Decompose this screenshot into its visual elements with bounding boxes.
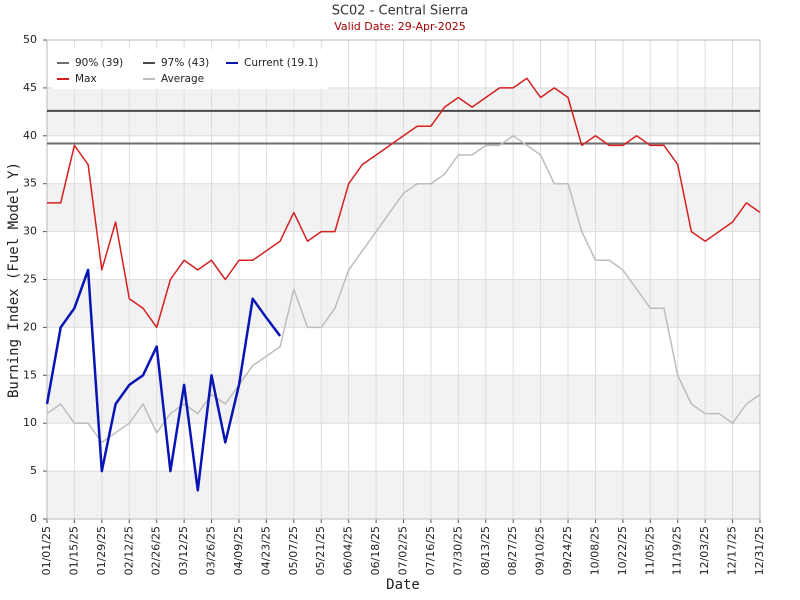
series-line — [45, 268, 282, 492]
x-tick-label: 12/03/25 — [698, 526, 711, 575]
x-tick-label: 07/30/25 — [451, 526, 464, 575]
y-tick-label: 0 — [30, 512, 37, 525]
x-tick-label: 06/18/25 — [369, 526, 382, 575]
series-line — [47, 77, 761, 329]
y-tick-label: 15 — [23, 368, 37, 381]
y-tick-label: 30 — [23, 225, 37, 238]
x-tick-label: 03/12/25 — [177, 526, 190, 575]
x-tick-label: 04/09/25 — [232, 526, 245, 575]
x-tick-label: 11/05/25 — [643, 526, 656, 575]
x-tick-label: 01/01/25 — [40, 526, 53, 575]
x-tick-label: 04/23/25 — [259, 526, 272, 575]
x-tick-label: 01/29/25 — [95, 526, 108, 575]
x-tick-label: 12/17/25 — [726, 526, 739, 575]
legend-label: 97% (43) — [161, 57, 209, 69]
x-tick-label: 07/16/25 — [424, 526, 437, 575]
x-tick-label: 10/08/25 — [588, 526, 601, 575]
y-tick-label: 20 — [23, 320, 37, 333]
x-tick-label: 12/31/25 — [753, 526, 766, 575]
y-tick-label: 35 — [23, 177, 37, 190]
legend-label: Max — [75, 73, 97, 85]
x-tick-label: 05/21/25 — [314, 526, 327, 575]
x-tick-label: 07/02/25 — [397, 526, 410, 575]
x-tick-label: 08/13/25 — [479, 526, 492, 575]
y-tick-label: 40 — [23, 129, 37, 142]
x-axis-label: Date — [386, 577, 420, 593]
x-tick-label: 11/19/25 — [671, 526, 684, 575]
legend-label: 90% (39) — [75, 57, 123, 69]
y-tick-label: 45 — [23, 81, 37, 94]
x-tick-label: 03/26/25 — [205, 526, 218, 575]
legend-label: Current (19.1) — [244, 57, 318, 69]
x-tick-label: 08/27/25 — [506, 526, 519, 575]
y-tick-label: 50 — [23, 33, 37, 46]
x-tick-label: 01/15/25 — [67, 526, 80, 575]
y-tick-label: 10 — [23, 416, 37, 429]
x-tick-label: 02/12/25 — [122, 526, 135, 575]
chart-title: SC02 - Central Sierra — [332, 4, 469, 19]
y-tick-label: 25 — [23, 273, 37, 286]
x-tick-label: 02/26/25 — [150, 526, 163, 575]
legend-label: Average — [161, 73, 204, 85]
x-tick-label: 09/24/25 — [561, 526, 574, 575]
y-tick-label: 5 — [30, 464, 37, 477]
chart-subtitle: Valid Date: 29-Apr-2025 — [334, 20, 466, 33]
x-tick-label: 06/04/25 — [342, 526, 355, 575]
x-tick-label: 10/22/25 — [616, 526, 629, 575]
plot-frame — [46, 39, 761, 520]
legend-box — [52, 49, 328, 89]
x-tick-label: 09/10/25 — [534, 526, 547, 575]
x-tick-label: 05/07/25 — [287, 526, 300, 575]
y-axis-label: Burning Index (Fuel Model Y) — [6, 162, 22, 398]
